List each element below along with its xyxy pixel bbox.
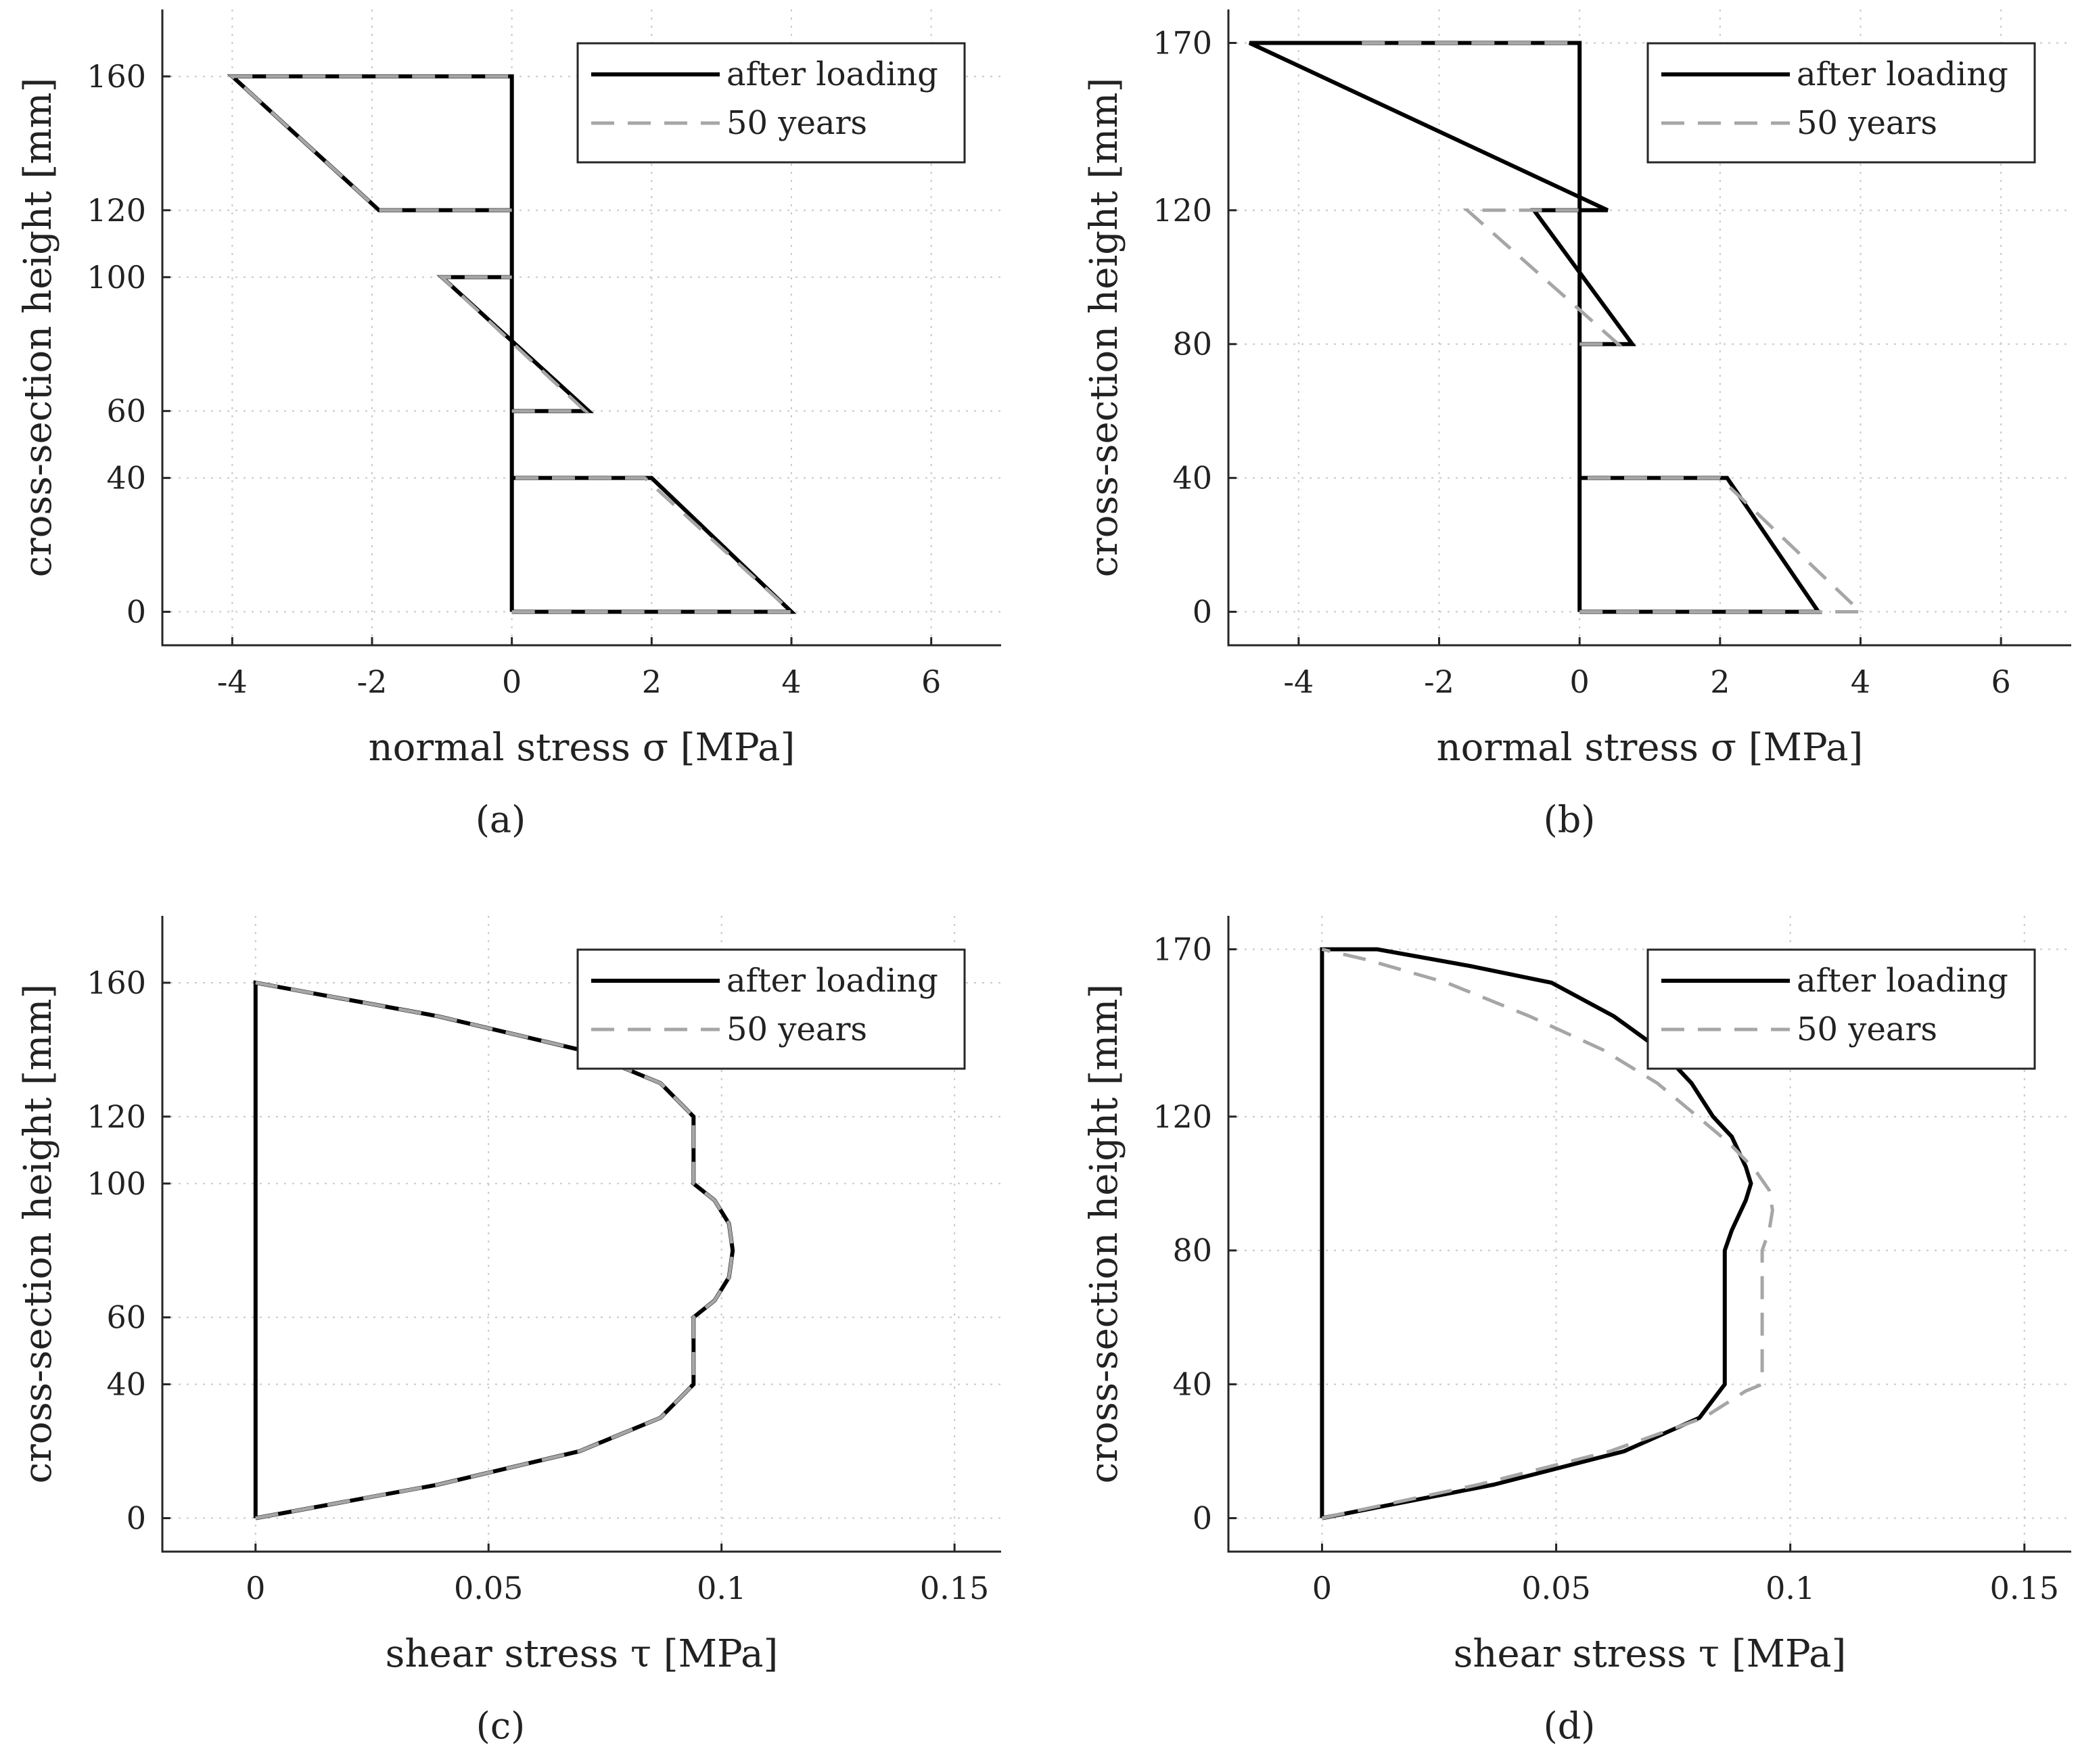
legend-entry: after loading <box>1797 962 2008 1000</box>
y-tick-label: 170 <box>1153 24 1212 61</box>
legend-entry: after loading <box>726 962 938 1000</box>
legend-entry: after loading <box>1797 55 2008 93</box>
x-tick-label: 2 <box>1710 664 1730 700</box>
y-tick-label: 0 <box>1193 1500 1212 1537</box>
panel-label: (b) <box>1544 798 1596 841</box>
axes-frame <box>161 9 1001 647</box>
panel-label: (a) <box>476 798 526 841</box>
x-tick-label: 4 <box>1851 664 1870 700</box>
x-tick-label: 0 <box>1312 1570 1332 1606</box>
x-tick-label: 0.05 <box>454 1570 523 1606</box>
y-tick-label: 60 <box>106 1299 146 1336</box>
x-tick-label: -2 <box>357 664 388 700</box>
legend-entry: 50 years <box>1797 1011 1937 1048</box>
y-tick-label: 60 <box>106 393 146 430</box>
legend-box <box>576 42 966 164</box>
y-tick-label: 40 <box>106 1366 146 1403</box>
legend-box <box>1646 948 2036 1070</box>
chart-panel-d: 0 0.05 0.1 0.15 0 40 80 120 170 shear stress τ [M… <box>1082 916 2071 1747</box>
x-tick-label: 0 <box>1570 664 1590 700</box>
series-line-50-years <box>255 981 735 1520</box>
x-tick-label: 6 <box>921 664 941 700</box>
legend: after loading 50 years <box>576 42 966 164</box>
series-line-50-years <box>1362 41 1865 613</box>
y-tick-label: 170 <box>1153 931 1212 967</box>
x-tick-label: 0.1 <box>697 1570 746 1606</box>
y-tick-label: 0 <box>1193 594 1212 630</box>
x-tick-label: 0.1 <box>1765 1570 1815 1606</box>
legend-entry: 50 years <box>726 1011 867 1048</box>
series-line-50-years <box>227 74 796 613</box>
y-tick-label: 120 <box>1153 192 1212 229</box>
x-tick-label: 0.05 <box>1521 1570 1590 1606</box>
y-tick-label: 160 <box>87 58 146 95</box>
x-axis-label: shear stress τ [MPa] <box>1454 1632 1847 1676</box>
panel-label: (c) <box>476 1704 525 1747</box>
x-tick-label: 0 <box>246 1570 265 1606</box>
x-tick-label: 6 <box>1991 664 2011 700</box>
x-axis-label: normal stress σ [MPa] <box>1437 726 1864 770</box>
legend-entry: 50 years <box>726 104 867 142</box>
y-tick-label: 80 <box>1172 1232 1212 1269</box>
legend-entry: after loading <box>726 55 938 93</box>
y-axis-label: cross-section height [mm] <box>16 78 60 578</box>
chart-panel-b: -4 -2 0 2 4 6 0 40 80 120 170 normal stress σ [MPa]… <box>1082 9 2071 841</box>
panel-label: (d) <box>1544 1704 1596 1747</box>
y-tick-label: 0 <box>126 1500 146 1537</box>
x-tick-label: 0.15 <box>1990 1570 2059 1606</box>
y-axis-label: cross-section height [mm] <box>1082 78 1126 578</box>
x-tick-label: 2 <box>642 664 662 700</box>
y-axis-label: cross-section height [mm] <box>16 984 60 1484</box>
y-tick-label: 120 <box>1153 1098 1212 1135</box>
x-tick-label: 4 <box>781 664 801 700</box>
y-tick-label: 40 <box>106 460 146 496</box>
y-axis-label: cross-section height [mm] <box>1082 984 1126 1484</box>
x-tick-label: -4 <box>217 664 248 700</box>
y-tick-label: 0 <box>126 594 146 630</box>
y-tick-label: 160 <box>87 965 146 1001</box>
y-tick-label: 100 <box>87 1165 146 1202</box>
y-tick-label: 80 <box>1172 326 1212 363</box>
y-tick-label: 120 <box>87 192 146 229</box>
y-tick-label: 40 <box>1172 1366 1212 1403</box>
legend-box <box>1646 42 2036 164</box>
legend-entry: 50 years <box>1797 104 1937 142</box>
y-tick-label: 40 <box>1172 460 1212 496</box>
x-tick-label: 0.15 <box>920 1570 989 1606</box>
x-axis-label: normal stress σ [MPa] <box>369 726 795 770</box>
x-tick-label: -2 <box>1424 664 1454 700</box>
x-tick-label: 0 <box>502 664 522 700</box>
y-tick-label: 100 <box>87 259 146 296</box>
x-axis-label: shear stress τ [MPa] <box>386 1632 779 1676</box>
legend: after loading 50 years <box>1646 948 2036 1070</box>
axes-frame <box>1227 9 2071 647</box>
x-tick-label: -4 <box>1283 664 1314 700</box>
legend: after loading 50 years <box>1646 42 2036 164</box>
legend-box <box>576 948 966 1070</box>
chart-panel-c: 0 0.05 0.1 0.15 0 40 60 100 120 160 shear stress τ… <box>16 916 1001 1747</box>
legend: after loading 50 years <box>576 948 966 1070</box>
series-line-50-years <box>1321 948 1774 1520</box>
y-tick-label: 120 <box>87 1098 146 1135</box>
